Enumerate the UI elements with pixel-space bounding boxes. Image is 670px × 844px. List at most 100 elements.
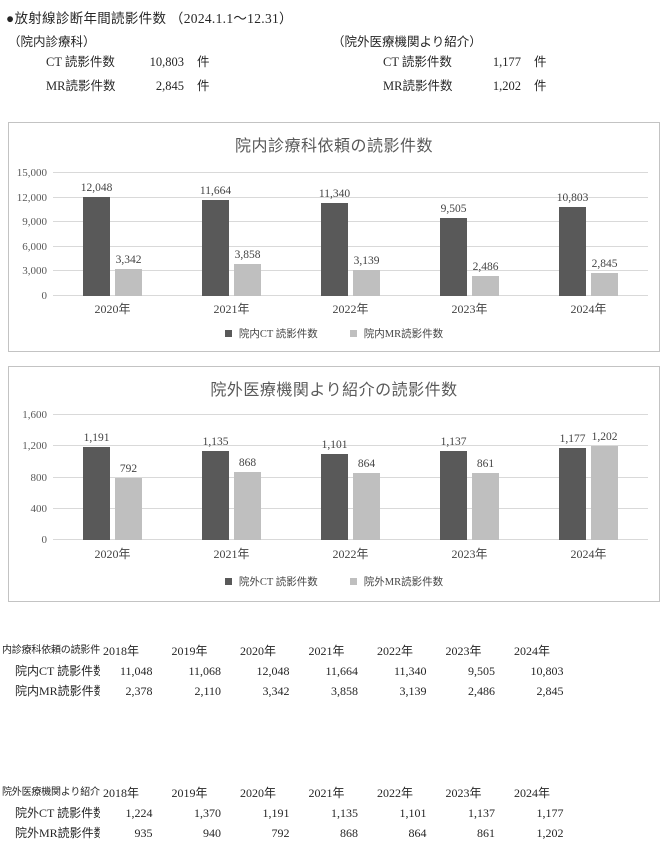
chart-legend: 院外CT 読影件数 院外MR読影件数 [9,574,659,589]
external-summary-rows: CT 読影件数 1,177 件 MR読影件数 1,202 件 [383,50,547,98]
value-cell: 1,135 [331,806,358,820]
mr-bar [591,272,618,296]
summary-unit: 件 [534,79,547,93]
ct-bar [440,451,467,540]
summary-unit: 件 [197,55,210,69]
summary-left-row: CT 読影件数 10,803 件 [46,50,210,74]
gridline [53,476,648,478]
value-cell: 3,139 [399,684,427,698]
bar-value-label: 1,177 [559,433,586,446]
gridline [53,245,648,247]
x-axis-category-label: 2022年 [332,547,369,561]
bar-value-label: 868 [238,457,257,470]
table-row: 院外MR読影件数 935 940 792 868 864 861 1,202 [0,823,580,843]
bar-column: 1,135 [202,415,229,540]
value-cell: 1,137 [468,806,495,820]
bar-groups: 12,048 3,342 11,664 3,858 11,340 3,139 9,505 2,… [53,173,648,296]
bar-value-label: 864 [357,457,376,470]
page-title: ●放射線診断年間読影件数 （2024.1.1～12.31） [6,11,293,26]
table-inhouse: 内診療科依頼の読影件 2018年 2019年 2020年 2021年 2022年 2023年… [0,641,580,701]
bar-column: 861 [472,415,499,540]
y-axis-tick-label: 15,000 [16,167,47,179]
inhouse-summary-heading: （院内診療科） [8,35,96,49]
table-title-cell: 院外医療機関より紹介（ [2,787,100,798]
bar-column: 3,139 [353,173,380,296]
year-header-cell: 2018年 [103,644,140,658]
x-axis-category-label: 2021年 [213,547,250,561]
value-cell: 864 [408,826,427,840]
year-header-cell: 2022年 [377,786,414,800]
bar-value-label: 3,858 [234,249,261,262]
x-axis-category-label: 2020年 [94,302,131,316]
value-cell: 11,048 [119,664,153,678]
year-header-cell: 2023年 [445,644,482,658]
mr-bar [353,270,380,296]
bar-column: 1,191 [83,415,110,540]
year-header-cell: 2018年 [103,786,140,800]
value-cell: 1,202 [536,826,564,840]
summary-label: CT 読影件数 [46,55,115,69]
gridline [53,539,648,540]
year-header-cell: 2019年 [171,644,208,658]
y-axis-tick-label: 800 [30,471,48,484]
bar-column: 2,486 [472,173,499,296]
value-cell: 10,803 [530,664,564,678]
bar-value-label: 11,664 [199,185,232,198]
mr-legend-marker [349,578,357,585]
bar-column: 11,664 [199,173,232,296]
gridline [53,172,648,173]
year-header-cell: 2023年 [445,786,482,800]
summary-value: 1,177 [492,55,521,69]
bar-value-label: 2,486 [472,260,499,273]
gridline [53,445,648,447]
bar-column: 868 [234,415,261,540]
inhouse-summary-rows: CT 読影件数 10,803 件 MR読影件数 2,845 件 [46,50,210,98]
value-cell: 1,224 [125,806,153,820]
gridline [53,196,648,198]
x-axis-labels: 2020年 2021年 2022年 2023年 2024年 [53,300,648,317]
summary-label: MR読影件数 [46,79,116,93]
external-summary-heading: （院外医療機関より紹介） [332,35,482,49]
bar-column: 792 [115,415,142,540]
bar-value-label: 1,202 [591,431,618,444]
legend-entry: 院内MR読影件数 [349,326,444,341]
bar-group: 1,177 1,202 [529,415,648,540]
ct-bar [202,200,229,296]
x-axis-category-label: 2024年 [570,302,607,316]
mr-bar [115,478,142,540]
x-axis-category-label: 2020年 [94,547,131,561]
bar-column: 10,803 [557,173,588,296]
value-cell: 868 [340,826,358,840]
summary-left-row: MR読影件数 2,845 件 [46,74,210,98]
value-cell: 2,845 [536,684,564,698]
row-label-cell: 院外CT 読影件数 [15,806,100,820]
summary-right-row: CT 読影件数 1,177 件 [383,50,547,74]
year-header-cell: 2021年 [308,786,345,800]
summary-value: 1,202 [492,79,521,93]
bar-group: 1,191 792 [53,415,172,540]
bar-column: 3,342 [115,173,142,296]
legend-label: 院内MR読影件数 [363,329,444,340]
bar-group: 11,340 3,139 [291,173,410,296]
year-header-cell: 2021年 [308,644,345,658]
summary-value: 2,845 [155,79,184,93]
row-label-cell: 院外MR読影件数 [15,826,100,840]
value-cell: 1,177 [536,806,564,820]
bar-value-label: 1,137 [440,436,467,449]
gridline [53,270,648,272]
summary-unit: 件 [534,55,547,69]
value-cell: 11,664 [325,664,358,678]
row-label-cell: 院内CT 読影件数 [15,664,100,678]
y-axis-tick-label: 0 [41,290,48,302]
value-cell: 792 [271,826,290,840]
year-header-cell: 2020年 [240,644,277,658]
y-axis-tick-label: 3,000 [22,265,47,278]
bar-column: 864 [353,415,380,540]
bar-value-label: 3,139 [353,255,380,268]
bar-value-label: 792 [119,463,138,476]
ct-bar [202,451,229,540]
ct-bar [321,453,348,540]
value-cell: 2,378 [125,684,153,698]
table-header-row: 内診療科依頼の読影件 2018年 2019年 2020年 2021年 2022年 2023年… [0,641,580,661]
bar-value-label: 12,048 [80,182,113,195]
